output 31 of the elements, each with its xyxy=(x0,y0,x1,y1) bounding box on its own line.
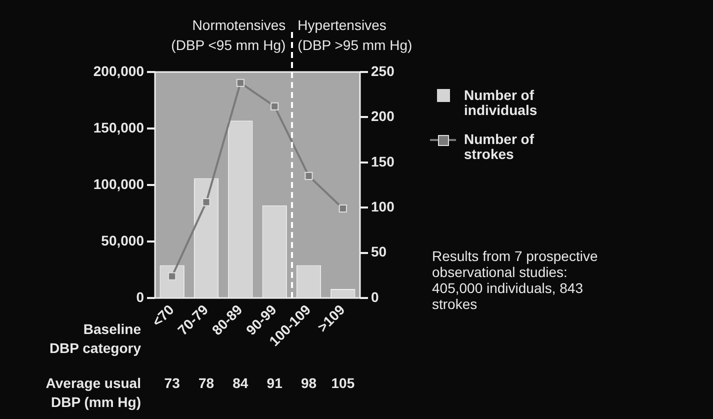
text: Hypertensives (DBP >95 mm Hg) xyxy=(298,17,412,53)
point xyxy=(236,78,244,87)
y-tick-label: 50,000 xyxy=(101,232,144,248)
text: 84 xyxy=(232,375,248,391)
text: 105 xyxy=(331,375,355,391)
y-tick-label: 100,000 xyxy=(93,176,144,192)
x-tick-label: <70 xyxy=(148,301,178,330)
y2-tick-label: 50 xyxy=(371,244,387,260)
point xyxy=(338,204,347,213)
text: 98 xyxy=(300,375,317,391)
point xyxy=(270,102,279,110)
y-tick-label: 200,000 xyxy=(93,62,144,79)
y2-tick-label: 150 xyxy=(371,153,395,170)
legend-label: Number of individuals xyxy=(464,87,538,118)
y2-tick-label: 250 xyxy=(371,62,395,79)
text: 78 xyxy=(198,375,214,391)
y2-tick-label: 0 xyxy=(371,288,379,305)
text: Average usual DBP (mm Hg) xyxy=(46,375,141,410)
y-tick-label: 150,000 xyxy=(93,119,144,136)
point xyxy=(202,198,210,206)
legend-label: Number of strokes xyxy=(464,131,535,162)
text: 91 xyxy=(266,375,283,391)
text: Results from 7 prospective observational studies: 405,000 individuals, 843 strokes xyxy=(432,248,599,312)
point xyxy=(168,272,176,280)
point xyxy=(304,172,313,180)
x-axis-title: Baseline DBP category xyxy=(49,321,142,356)
text: Normotensives (DBP <95 mm Hg) xyxy=(171,17,286,53)
y2-tick-label: 200 xyxy=(371,108,395,124)
text: 73 xyxy=(164,375,180,391)
y2-tick-label: 100 xyxy=(371,198,395,214)
y-tick-label: 0 xyxy=(136,288,144,305)
